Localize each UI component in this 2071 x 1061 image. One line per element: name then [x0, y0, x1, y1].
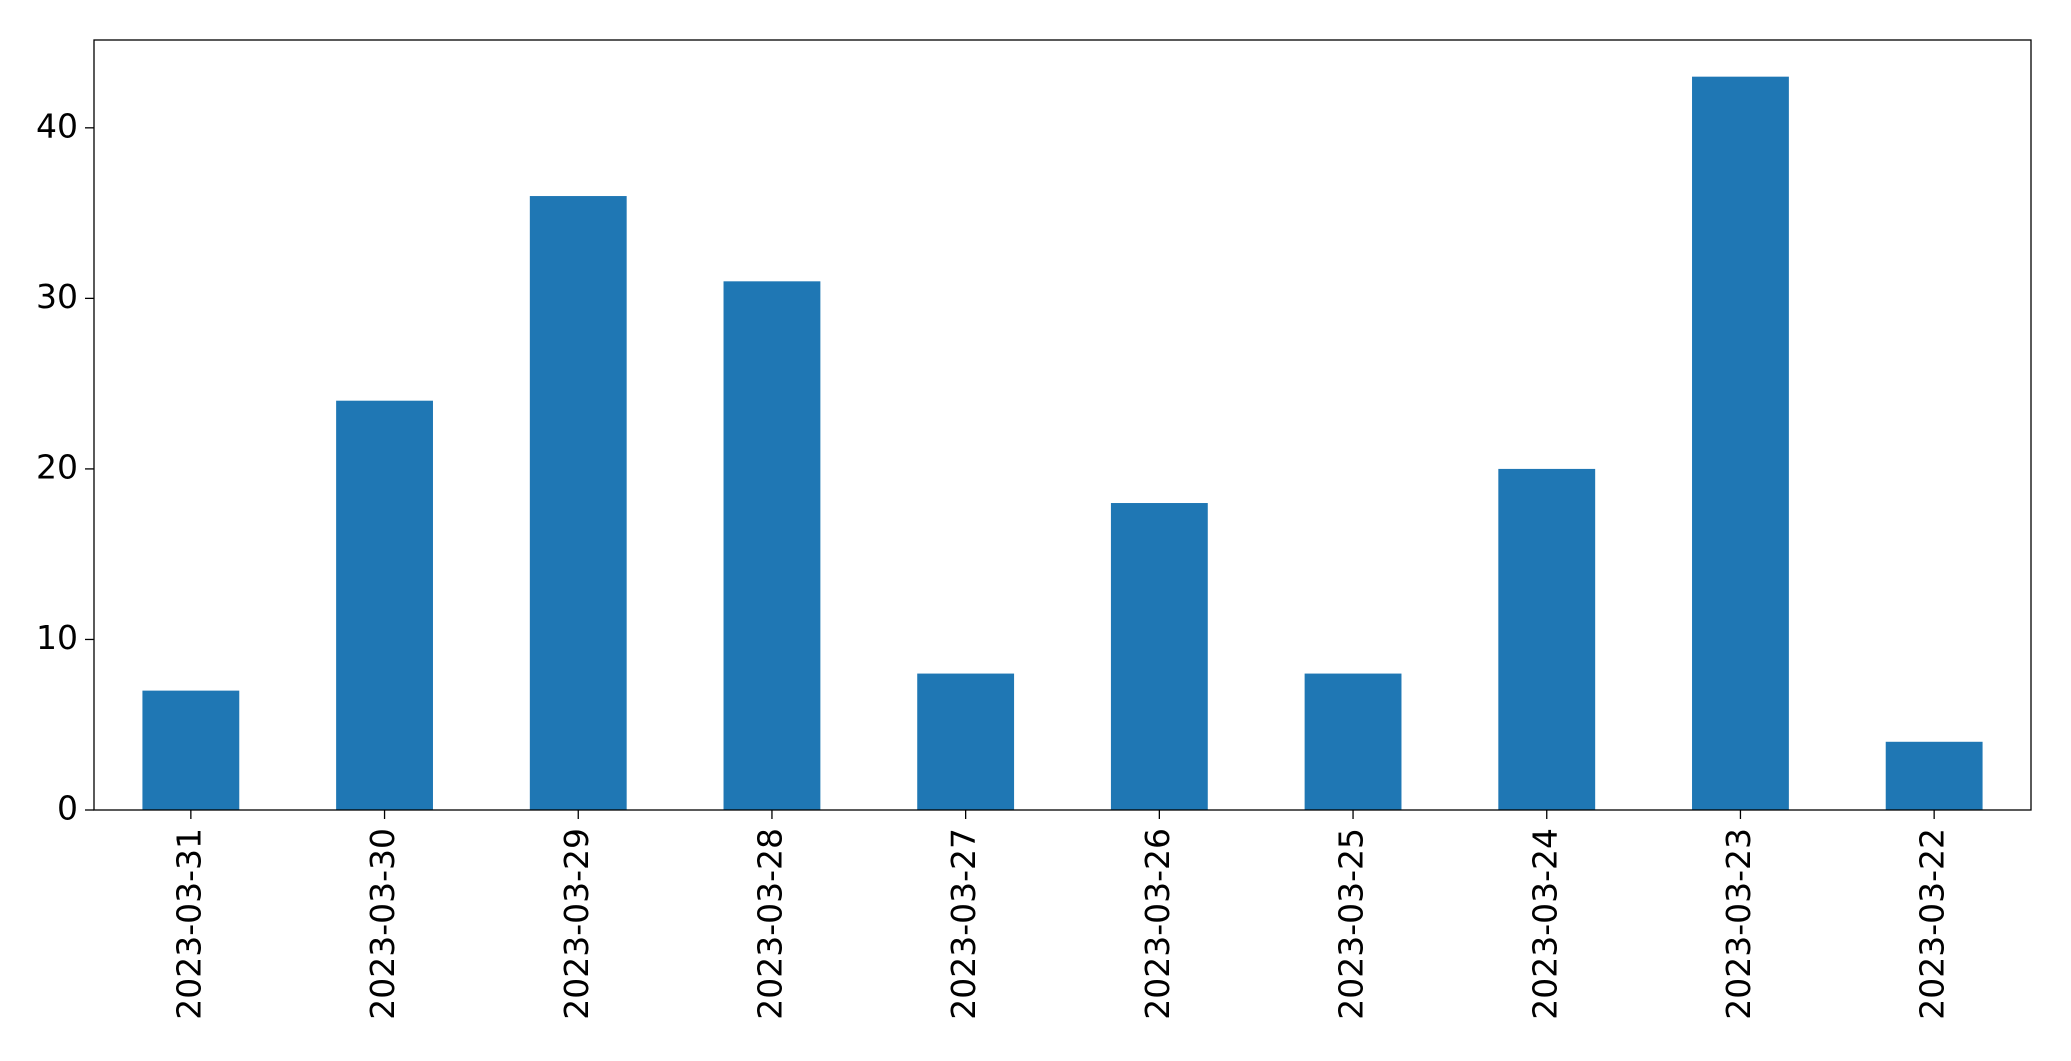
x-tick-label: 2023-03-31 — [169, 828, 208, 1020]
x-tick-label: 2023-03-29 — [557, 828, 596, 1020]
bar — [723, 281, 821, 810]
bar — [917, 673, 1015, 810]
x-tick-label: 2023-03-27 — [944, 828, 983, 1020]
x-tick-label: 2023-03-22 — [1913, 828, 1952, 1020]
y-tick-label: 10 — [36, 618, 78, 657]
x-tick-label: 2023-03-26 — [1138, 828, 1177, 1020]
x-tick-label: 2023-03-25 — [1332, 828, 1371, 1020]
y-tick-label: 40 — [36, 106, 78, 145]
x-tick-label: 2023-03-24 — [1525, 828, 1564, 1020]
bar — [1885, 741, 1983, 810]
y-tick-label: 0 — [57, 789, 78, 828]
plot-frame — [93, 39, 2032, 811]
bar — [1304, 673, 1402, 810]
bar — [529, 196, 627, 810]
bar — [336, 400, 433, 810]
x-tick-label: 2023-03-23 — [1719, 828, 1758, 1020]
bar — [1110, 503, 1208, 810]
bar — [142, 690, 240, 810]
y-tick-label: 30 — [36, 277, 78, 316]
x-tick-label: 2023-03-30 — [363, 828, 402, 1020]
x-tick-label: 2023-03-28 — [750, 828, 789, 1020]
y-tick-label: 20 — [36, 447, 78, 486]
bar — [1498, 468, 1596, 810]
bar — [1692, 76, 1789, 810]
